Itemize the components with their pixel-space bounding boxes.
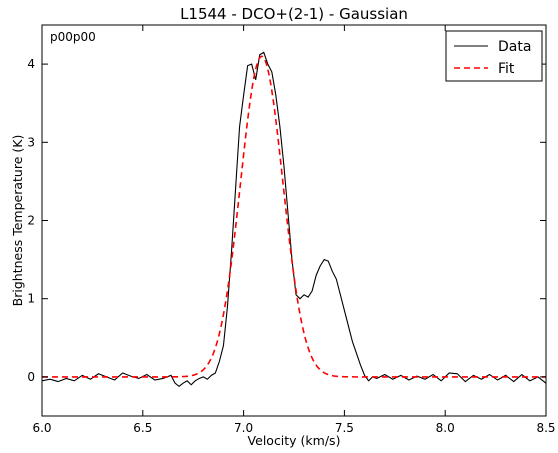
series-fit-line [42,55,546,378]
legend-box [445,30,543,82]
chart-title: L1544 - DCO+(2-1) - Gaussian [180,5,408,23]
x-axis-label: Velocity (km/s) [248,433,341,448]
legend-label-fit: Fit [498,61,515,77]
spectrum-position-label: p00p00 [50,30,96,44]
y-tick-label: 0 [27,370,35,384]
y-tick-label: 2 [27,214,35,228]
y-axis-label: Brightness Temperature (K) [10,135,25,307]
axis-ticks: 6.0 6.5 7.0 7.5 8.0 8.5 0 1 2 3 4 [27,25,556,435]
y-tick-label: 1 [27,292,35,306]
x-tick-label: 7.0 [234,421,253,435]
x-tick-label: 7.5 [335,421,354,435]
plot-area [42,51,546,387]
x-tick-label: 8.5 [536,421,555,435]
x-tick-label: 6.5 [133,421,152,435]
legend-label-data: Data [498,39,531,55]
legend: Data Fit [445,30,543,82]
y-tick-label: 3 [27,135,35,149]
x-tick-label: 6.0 [32,421,51,435]
y-tick-label: 4 [27,57,35,71]
x-tick-label: 8.0 [436,421,455,435]
